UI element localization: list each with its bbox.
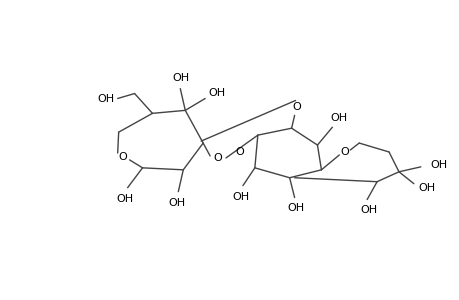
Text: OH: OH [232, 192, 249, 202]
Text: OH: OH [97, 94, 114, 104]
Text: O: O [118, 152, 127, 162]
Text: O: O [339, 147, 348, 157]
Text: OH: OH [286, 203, 303, 214]
Text: OH: OH [168, 197, 185, 208]
Text: O: O [235, 147, 244, 157]
Text: OH: OH [208, 88, 225, 98]
Text: OH: OH [360, 206, 377, 215]
Text: OH: OH [330, 113, 347, 123]
Text: O: O [291, 102, 300, 112]
Text: OH: OH [173, 73, 190, 83]
Text: OH: OH [116, 194, 133, 203]
Text: O: O [213, 153, 222, 163]
Text: OH: OH [429, 160, 446, 170]
Text: OH: OH [417, 183, 434, 193]
